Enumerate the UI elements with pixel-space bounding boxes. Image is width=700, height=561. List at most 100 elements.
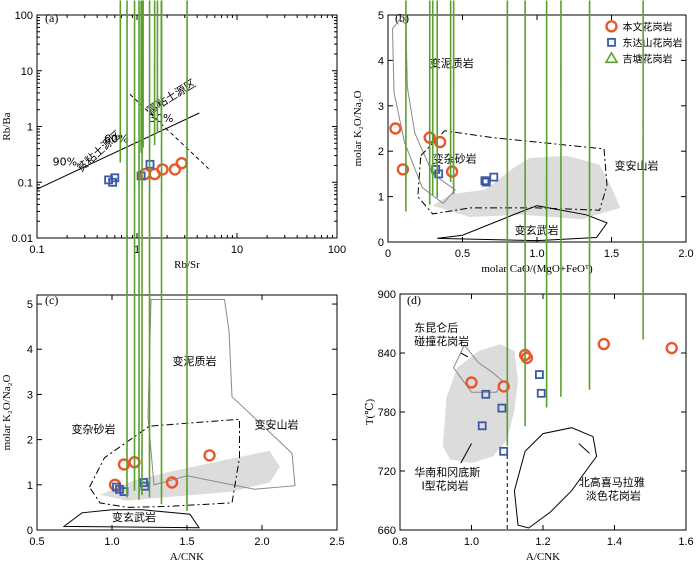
y-tick-label: 2	[378, 146, 384, 158]
x-tick-label: 2.5	[329, 536, 344, 548]
jitang-point-legend	[604, 51, 619, 64]
annotation: 北高喜马拉雅	[579, 475, 645, 489]
y-tick-label: 0.1	[18, 177, 33, 189]
this-study-point-3	[520, 351, 534, 365]
y-tick-label: 10	[21, 66, 33, 78]
y-tick-label: 0	[27, 525, 33, 537]
dongdashan-point-2	[497, 403, 507, 413]
y-tick-label: 0	[378, 237, 384, 249]
y-tick-label: 4	[378, 55, 384, 67]
y-tick-label: 5	[27, 299, 33, 311]
x-axis-label: A/CNK	[526, 551, 560, 561]
x-tick-label: 1	[134, 244, 140, 256]
x-tick-label: 0.1	[29, 244, 44, 256]
x-tick-label: 0.5	[29, 536, 44, 548]
metaandesite-field	[100, 450, 280, 501]
annotation: 东昆仑后	[414, 320, 458, 334]
x-tick-label: 1.0	[464, 536, 479, 548]
annotation: 变泥质岩	[173, 354, 217, 368]
annotation: 变玄武岩	[112, 510, 156, 524]
x-tick-label: 1.4	[607, 536, 622, 548]
dongdashan-point-3	[481, 177, 491, 187]
x-tick-label: 2.0	[678, 248, 693, 260]
annotation: 碰撞花岗岩	[414, 334, 469, 348]
this-study-point-4	[203, 449, 216, 462]
panel-c: 0.5 1.0 1.5 2.0 2.5 0 1 2 3 4 5 (c) A/CNK molar K₂O/N…	[1, 0, 345, 561]
y-tick-label: 900	[378, 289, 396, 301]
y-tick-label: 0.01	[12, 233, 33, 245]
himalaya-leucogranite-field	[513, 427, 598, 529]
this-study-point-1	[396, 163, 410, 176]
y-tick-label: 3	[27, 389, 33, 401]
this-study-point-1	[497, 380, 510, 393]
metabasalt-field	[62, 509, 200, 529]
mixing-line	[37, 112, 200, 190]
this-study-point-4	[597, 337, 610, 351]
y-tick-label: 840	[378, 348, 396, 360]
y-tick-label: 780	[378, 407, 396, 419]
annotation: 变泥质岩	[430, 56, 474, 70]
callout-line	[460, 443, 472, 464]
y-axis-label: Rb/Ba	[1, 112, 13, 140]
legend-label: 本文花岗岩	[623, 20, 673, 33]
dongdashan-point-4	[489, 172, 499, 182]
x-tick-label: 1.5	[604, 248, 619, 260]
x-tick-label: 0	[385, 248, 391, 260]
annotation: I型花岗岩	[421, 479, 468, 493]
x-tick-label: 1.6	[678, 536, 693, 548]
dongdashan-point-3	[136, 171, 146, 181]
y-axis-label: T(℃)	[364, 398, 376, 425]
panel-d: 0.8 1.0 1.2 1.4 1.6 660 720 780 840 900 (d) A/CNK T(…	[364, 0, 694, 561]
y-tick-label: 1	[27, 122, 33, 134]
y-tick-label: 5	[378, 10, 384, 22]
annotation: 变安山岩	[255, 417, 299, 431]
y-axis-label: molar K₂O/Na₂O	[1, 375, 13, 451]
dongdashan-point-2	[110, 173, 120, 183]
y-axis-label: molar K₂O/Na₂O	[352, 91, 364, 167]
legend-label: 东达山花岗岩	[623, 36, 683, 49]
annotation: 60%	[104, 132, 128, 145]
x-tick-label: 10	[231, 244, 243, 256]
dongdashan-point-3	[499, 446, 509, 456]
y-tick-label: 3	[378, 101, 384, 113]
dongdashan-point-1	[115, 484, 124, 494]
annotation: 变杂砂岩	[433, 152, 477, 166]
callout-line	[578, 443, 590, 454]
legend-label: 吉塘花岗岩	[623, 52, 673, 65]
this-study-point-2	[156, 163, 169, 176]
this-study-point-5	[665, 341, 678, 355]
dongdashan-point-legend	[607, 37, 616, 47]
metaandesite-field	[432, 155, 621, 220]
this-study-point-3	[168, 163, 182, 176]
x-tick-label: 0.8	[392, 536, 407, 548]
this-study-point-3	[433, 135, 447, 149]
x-tick-label: 1.5	[179, 536, 194, 548]
callout-line	[460, 352, 469, 358]
panel-label: (c)	[45, 293, 58, 307]
y-tick-label: 100	[15, 10, 33, 22]
x-axis-label: A/CNK	[170, 551, 204, 561]
metabasalt-field	[437, 205, 608, 242]
this-study-point-0	[389, 122, 402, 135]
dongdashan-point-2	[480, 176, 490, 186]
annotation: 变安山岩	[614, 158, 658, 172]
dongdashan-point-1	[481, 389, 491, 399]
this-study-point-3	[165, 476, 179, 489]
dongdashan-point-1	[108, 177, 117, 187]
x-tick-label: 100	[328, 244, 346, 256]
metapelite-field	[391, 18, 456, 205]
this-study-point-0	[465, 376, 478, 389]
annotation: 淡色花岗岩	[586, 489, 641, 503]
this-study-point-4	[175, 156, 188, 170]
this-study-point-0	[108, 478, 122, 491]
this-study-point-legend	[605, 20, 618, 33]
annotation: 90%	[53, 155, 77, 168]
annotation: 变玄武岩	[515, 223, 559, 237]
panel-label: (a)	[45, 11, 58, 25]
y-tick-label: 1	[27, 480, 33, 492]
dongdashan-point-4	[535, 370, 544, 380]
annotation: 变杂砂岩	[72, 422, 116, 436]
